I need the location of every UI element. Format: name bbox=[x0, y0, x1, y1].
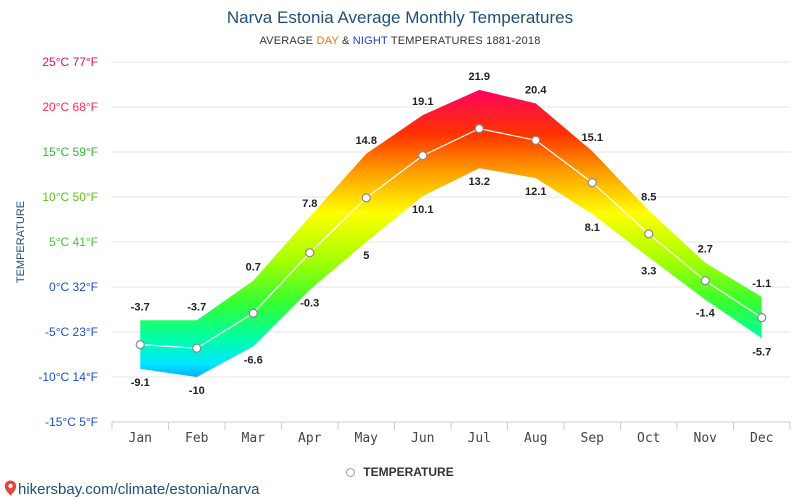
y-tick-label: 25°C 77°F bbox=[42, 55, 98, 69]
x-tick-label: Apr bbox=[298, 431, 322, 446]
legend-marker-icon bbox=[346, 468, 356, 477]
x-tick-label: Jun bbox=[411, 431, 434, 446]
x-tick-label: Nov bbox=[694, 431, 718, 446]
y-tick-label: -15°C 5°F bbox=[45, 415, 98, 429]
subtitle-amp: & bbox=[338, 35, 353, 47]
day-data-label: 14.8 bbox=[356, 135, 377, 147]
y-tick-label: 0°C 32°F bbox=[49, 280, 98, 294]
average-point bbox=[418, 151, 428, 161]
night-data-label: -9.1 bbox=[131, 377, 150, 389]
y-axis-title: TEMPERATURE bbox=[15, 201, 27, 283]
day-data-label: 15.1 bbox=[582, 132, 603, 144]
y-tick-label: 15°C 59°F bbox=[42, 145, 98, 159]
legend-label: TEMPERATURE bbox=[363, 465, 454, 479]
x-axis: Jan Feb Mar Apr May Jun Jul Aug Sep Oct Nov Dec bbox=[111, 421, 791, 446]
day-labels: -3.7 -3.7 0.7 7.8 14.8 19.1 21.9 20.4 15.1 8.5 2.7… bbox=[131, 71, 771, 313]
day-data-label: 0.7 bbox=[246, 262, 261, 274]
x-tick-label: Dec bbox=[750, 431, 773, 446]
average-point bbox=[644, 229, 654, 239]
night-data-label: 13.2 bbox=[469, 176, 490, 188]
average-point bbox=[248, 308, 258, 318]
day-data-label: -1.1 bbox=[752, 278, 771, 290]
night-data-label: -5.7 bbox=[752, 346, 771, 358]
night-data-label: 3.3 bbox=[641, 265, 656, 277]
day-data-label: 21.9 bbox=[469, 71, 490, 83]
night-data-label: -10 bbox=[189, 385, 205, 397]
night-data-label: 8.1 bbox=[585, 222, 600, 234]
y-axis: 25°C 77°F 20°C 68°F 15°C 59°F 10°C 50°F 5°C … bbox=[38, 55, 98, 429]
night-data-label: 12.1 bbox=[525, 186, 546, 198]
average-point bbox=[135, 340, 145, 350]
day-data-label: 2.7 bbox=[698, 244, 713, 256]
x-tick-label: Jul bbox=[468, 431, 491, 446]
x-tick-label: Feb bbox=[185, 431, 209, 446]
location-pin-icon bbox=[4, 480, 17, 500]
night-data-label: -6.6 bbox=[244, 354, 263, 366]
day-data-label: 19.1 bbox=[412, 96, 433, 108]
average-point bbox=[757, 313, 767, 323]
y-tick-label: 5°C 41°F bbox=[49, 235, 98, 249]
x-tick-label: Jan bbox=[129, 431, 152, 446]
subtitle-night: NIGHT bbox=[352, 35, 388, 47]
temperature-band bbox=[140, 89, 762, 378]
x-tick-label: Oct bbox=[637, 431, 660, 446]
subtitle-suffix: TEMPERATURES 1881-2018 bbox=[387, 35, 541, 47]
chart-title: Narva Estonia Average Monthly Temperatur… bbox=[226, 8, 574, 27]
x-tick-label: Aug bbox=[524, 431, 547, 446]
average-point bbox=[531, 135, 541, 145]
average-point bbox=[587, 178, 597, 188]
x-tick-label: May bbox=[355, 431, 379, 446]
average-point bbox=[305, 248, 315, 258]
y-tick-label: -10°C 14°F bbox=[38, 370, 98, 384]
night-data-label: 5 bbox=[363, 250, 369, 262]
y-tick-label: 10°C 50°F bbox=[42, 190, 98, 204]
average-point bbox=[474, 124, 484, 134]
chart-legend[interactable]: TEMPERATURE bbox=[0, 465, 800, 479]
y-tick-label: -5°C 23°F bbox=[45, 325, 98, 339]
day-data-label: 20.4 bbox=[525, 84, 547, 96]
day-data-label: -3.7 bbox=[131, 301, 150, 313]
night-labels: -9.1 -10 -6.6 -0.3 5 10.1 13.2 12.1 8.1 3.3 -1.4 -5… bbox=[131, 176, 771, 397]
average-point bbox=[361, 193, 371, 203]
source-link[interactable]: hikersbay.com/climate/estonia/narva bbox=[4, 480, 260, 500]
average-point bbox=[700, 276, 710, 286]
average-point bbox=[192, 343, 202, 353]
night-data-label: -1.4 bbox=[696, 308, 716, 320]
day-data-label: 7.8 bbox=[302, 198, 317, 210]
average-points bbox=[135, 124, 767, 353]
chart-subtitle: AVERAGE DAY & NIGHT TEMPERATURES 1881-20… bbox=[0, 35, 800, 47]
subtitle-prefix: AVERAGE bbox=[259, 35, 317, 47]
subtitle-day: DAY bbox=[316, 35, 339, 47]
x-tick-label: Sep bbox=[581, 431, 605, 446]
x-tick-label: Mar bbox=[242, 431, 266, 446]
y-tick-label: 20°C 68°F bbox=[42, 100, 98, 114]
day-data-label: -3.7 bbox=[187, 301, 206, 313]
day-data-label: 8.5 bbox=[641, 192, 656, 204]
source-url[interactable]: hikersbay.com/climate/estonia/narva bbox=[18, 481, 260, 498]
average-line bbox=[140, 127, 763, 349]
night-data-label: -0.3 bbox=[300, 298, 319, 310]
night-data-label: 10.1 bbox=[412, 204, 433, 216]
